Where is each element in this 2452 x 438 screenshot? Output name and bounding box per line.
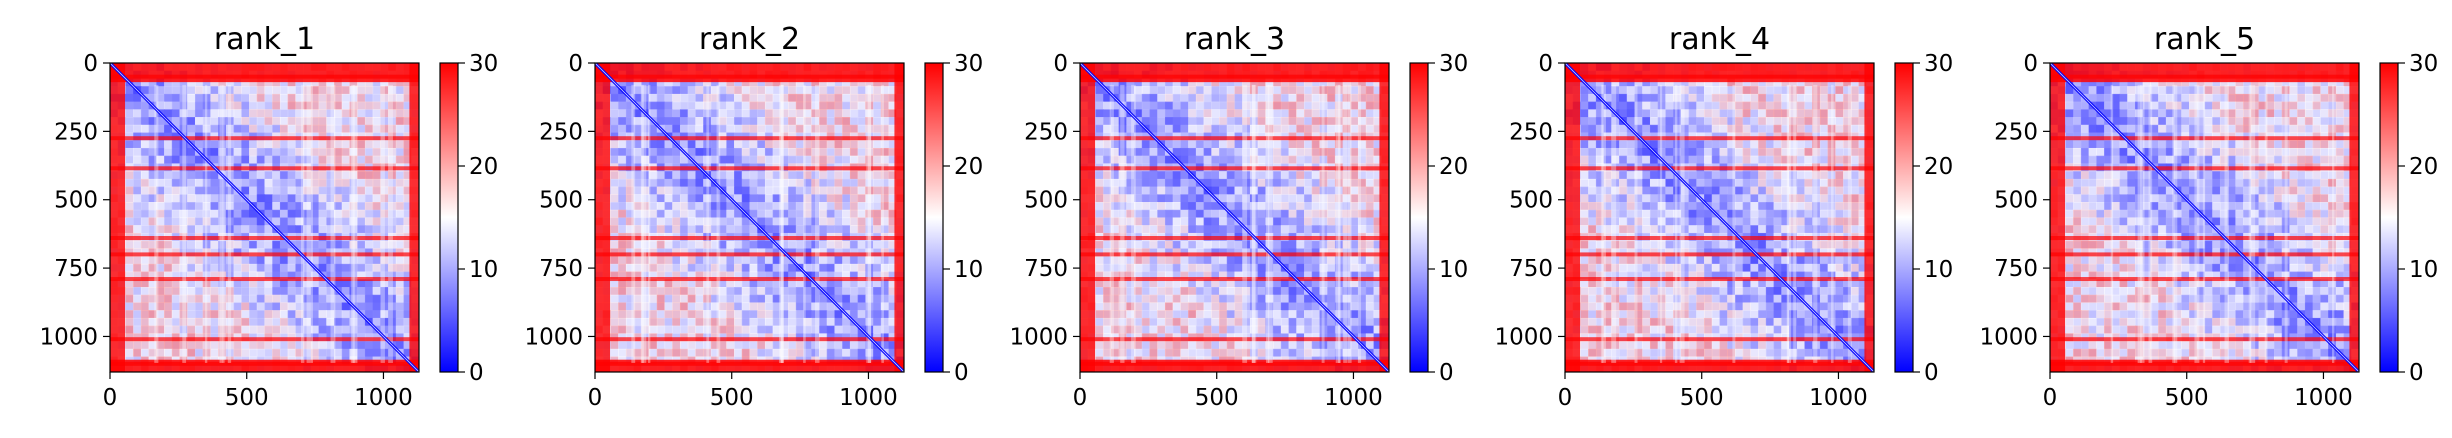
colorbar-tick-label: 20 <box>469 154 498 180</box>
y-tick-label: 250 <box>1509 119 1553 145</box>
colorbar-tick-label: 10 <box>469 257 498 283</box>
y-tick-label: 0 <box>1538 51 1553 77</box>
panel-3: rank_3 0 500 1000 0 250 500 750 1000 0 10 20 30 <box>1009 22 1468 411</box>
axes-frame <box>594 62 905 373</box>
y-tick-label: 750 <box>1509 256 1553 282</box>
colorbar-tick-label: 30 <box>1439 51 1468 77</box>
panel-title: rank_5 <box>2154 22 2255 57</box>
colorbar-tick-label: 0 <box>1439 360 1454 386</box>
axes-frame <box>1079 62 1390 373</box>
y-tick-label: 1000 <box>39 324 98 350</box>
colorbar <box>1409 62 1429 373</box>
panel-title: rank_2 <box>699 22 800 57</box>
y-tick-label: 1000 <box>1979 324 2038 350</box>
colorbar-tick-label: 20 <box>2409 154 2438 180</box>
y-tick-label: 0 <box>2023 51 2038 77</box>
colorbar-tick-label: 10 <box>1924 257 1953 283</box>
colorbar-tick-label: 20 <box>1924 154 1953 180</box>
colorbar-tick-label: 30 <box>2409 51 2438 77</box>
colorbar-tick-label: 10 <box>2409 257 2438 283</box>
colorbar-tick-label: 20 <box>954 154 983 180</box>
colorbar <box>2379 62 2399 373</box>
heatmap-image <box>110 63 419 372</box>
x-tick-label: 1000 <box>839 385 898 411</box>
y-tick-label: 750 <box>1024 256 1068 282</box>
x-tick-label: 0 <box>1558 385 1573 411</box>
axes-frame <box>2049 62 2360 373</box>
y-tick-label: 1000 <box>524 324 583 350</box>
y-tick-label: 500 <box>1509 188 1553 214</box>
colorbar <box>439 62 459 373</box>
y-tick-label: 750 <box>54 256 98 282</box>
y-tick-label: 250 <box>54 119 98 145</box>
x-tick-label: 0 <box>588 385 603 411</box>
axes-frame <box>109 62 420 373</box>
colorbar <box>1894 62 1914 373</box>
y-tick-label: 0 <box>83 51 98 77</box>
y-tick-label: 500 <box>1024 188 1068 214</box>
x-tick-label: 500 <box>2165 385 2209 411</box>
x-tick-label: 500 <box>710 385 754 411</box>
colorbar-tick-label: 0 <box>469 360 484 386</box>
y-tick-label: 500 <box>54 188 98 214</box>
colorbar-tick-label: 20 <box>1439 154 1468 180</box>
heatmap-image <box>595 63 904 372</box>
heatmap-image <box>2050 63 2359 372</box>
x-tick-label: 1000 <box>354 385 413 411</box>
axes-frame <box>1564 62 1875 373</box>
panel-title: rank_4 <box>1669 22 1770 57</box>
panel-4: rank_4 0 500 1000 0 250 500 750 1000 0 10 20 30 <box>1494 22 1953 411</box>
panel-1: rank_1 0 500 1000 0 250 500 750 1000 0 10 20 30 <box>39 22 498 411</box>
x-tick-label: 1000 <box>1324 385 1383 411</box>
y-tick-label: 1000 <box>1494 324 1553 350</box>
panel-title: rank_3 <box>1184 22 1285 57</box>
y-tick-label: 500 <box>1994 188 2038 214</box>
y-tick-label: 750 <box>1994 256 2038 282</box>
colorbar-tick-label: 0 <box>2409 360 2424 386</box>
x-tick-label: 1000 <box>1809 385 1868 411</box>
heatmap-image <box>1565 63 1874 372</box>
y-tick-label: 750 <box>539 256 583 282</box>
colorbar-tick-label: 0 <box>1924 360 1939 386</box>
colorbar <box>924 62 944 373</box>
y-tick-label: 1000 <box>1009 324 1068 350</box>
x-tick-label: 500 <box>225 385 269 411</box>
heatmap-image <box>1080 63 1389 372</box>
panel-5: rank_5 0 500 1000 0 250 500 750 1000 0 10 20 30 <box>1979 22 2438 411</box>
panel-title: rank_1 <box>214 22 315 57</box>
x-tick-label: 0 <box>2043 385 2058 411</box>
y-tick-label: 500 <box>539 188 583 214</box>
y-tick-label: 250 <box>1024 119 1068 145</box>
x-tick-label: 500 <box>1195 385 1239 411</box>
y-tick-label: 0 <box>1053 51 1068 77</box>
colorbar-tick-label: 10 <box>954 257 983 283</box>
colorbar-tick-label: 30 <box>469 51 498 77</box>
panel-2: rank_2 0 500 1000 0 250 500 750 1000 0 10 20 30 <box>524 22 983 411</box>
colorbar-tick-label: 30 <box>954 51 983 77</box>
colorbar-tick-label: 30 <box>1924 51 1953 77</box>
y-tick-label: 250 <box>1994 119 2038 145</box>
x-tick-label: 500 <box>1680 385 1724 411</box>
x-tick-label: 0 <box>103 385 118 411</box>
colorbar-tick-label: 10 <box>1439 257 1468 283</box>
x-tick-label: 1000 <box>2294 385 2353 411</box>
y-tick-label: 250 <box>539 119 583 145</box>
x-tick-label: 0 <box>1073 385 1088 411</box>
y-tick-label: 0 <box>568 51 583 77</box>
colorbar-tick-label: 0 <box>954 360 969 386</box>
